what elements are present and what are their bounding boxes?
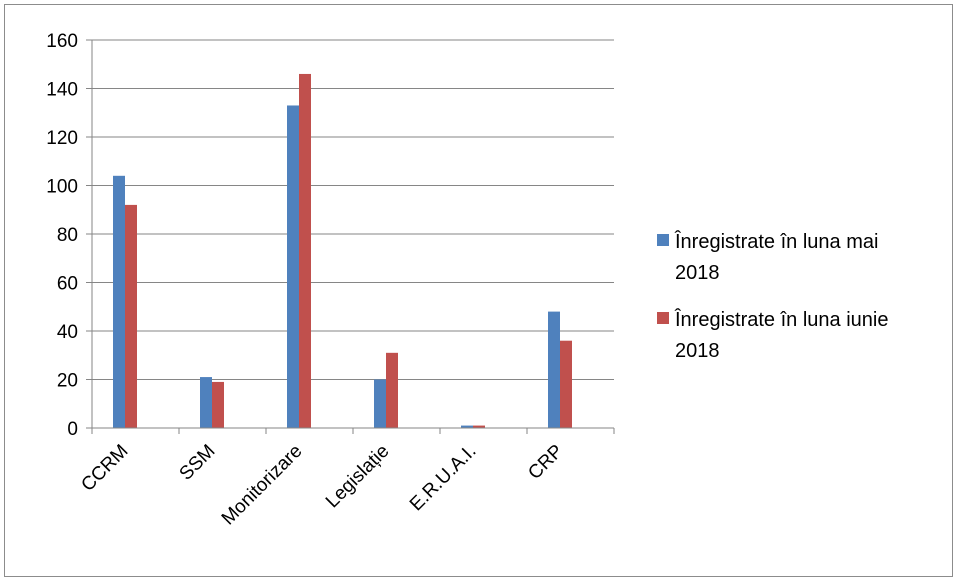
y-tick-label: 40 [57,322,78,343]
y-tick-labels: 0 20 40 60 80 100 120 140 160 [46,31,78,440]
legend: Înregistrate în luna mai 2018 Înregistrate… [657,230,888,362]
bars [113,73,572,428]
bar-mai [200,377,212,428]
bar-mai [548,311,560,428]
legend-swatch [657,234,669,246]
bar-iunie [212,381,224,428]
bar-iunie [473,425,485,428]
bar-iunie [560,340,572,428]
bar-iunie [299,73,311,428]
y-tick-label: 80 [57,225,78,246]
x-tick-label: CCRM [77,441,132,496]
x-tick-label: Monitorizare [218,441,307,530]
y-tick-label: 0 [67,419,78,440]
x-tick-label: SSM [176,441,220,485]
bar-mai [461,425,473,428]
legend-entry: Înregistrate în luna mai 2018 [674,230,878,284]
chart-frame: 0 20 40 60 80 100 120 140 160 CCRM SSM Monitorizar… [4,4,953,577]
y-tick-label: 160 [46,31,78,52]
bar-mai [374,379,386,428]
y-tick-label: 120 [46,128,78,149]
bar-iunie [125,204,137,428]
y-tick-label: 140 [46,80,78,101]
legend-swatch [657,312,669,324]
bar-iunie [386,352,398,428]
x-tick-label: CRP [524,441,567,484]
legend-entry: Înregistrate în luna iunie 2018 [674,308,888,362]
bar-mai [287,105,299,428]
axes [86,39,615,434]
gridlines [92,39,614,380]
y-tick-label: 60 [57,274,78,295]
y-tick-label: 20 [57,371,78,392]
x-tick-label: Legislație [322,441,394,513]
y-tick-label: 100 [46,177,78,198]
bar-mai [113,175,125,428]
x-tick-label: E.R.U.A.I. [406,441,481,516]
bar-chart: 0 20 40 60 80 100 120 140 160 CCRM SSMMonitorizar… [46,31,888,530]
